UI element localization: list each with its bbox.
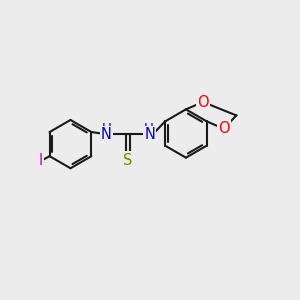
Text: O: O: [197, 94, 209, 110]
Text: H: H: [102, 122, 112, 135]
Text: H: H: [144, 122, 154, 135]
Text: N: N: [144, 128, 155, 142]
Text: O: O: [218, 121, 230, 136]
Text: S: S: [123, 152, 133, 167]
Text: N: N: [101, 128, 112, 142]
Text: I: I: [39, 153, 43, 168]
